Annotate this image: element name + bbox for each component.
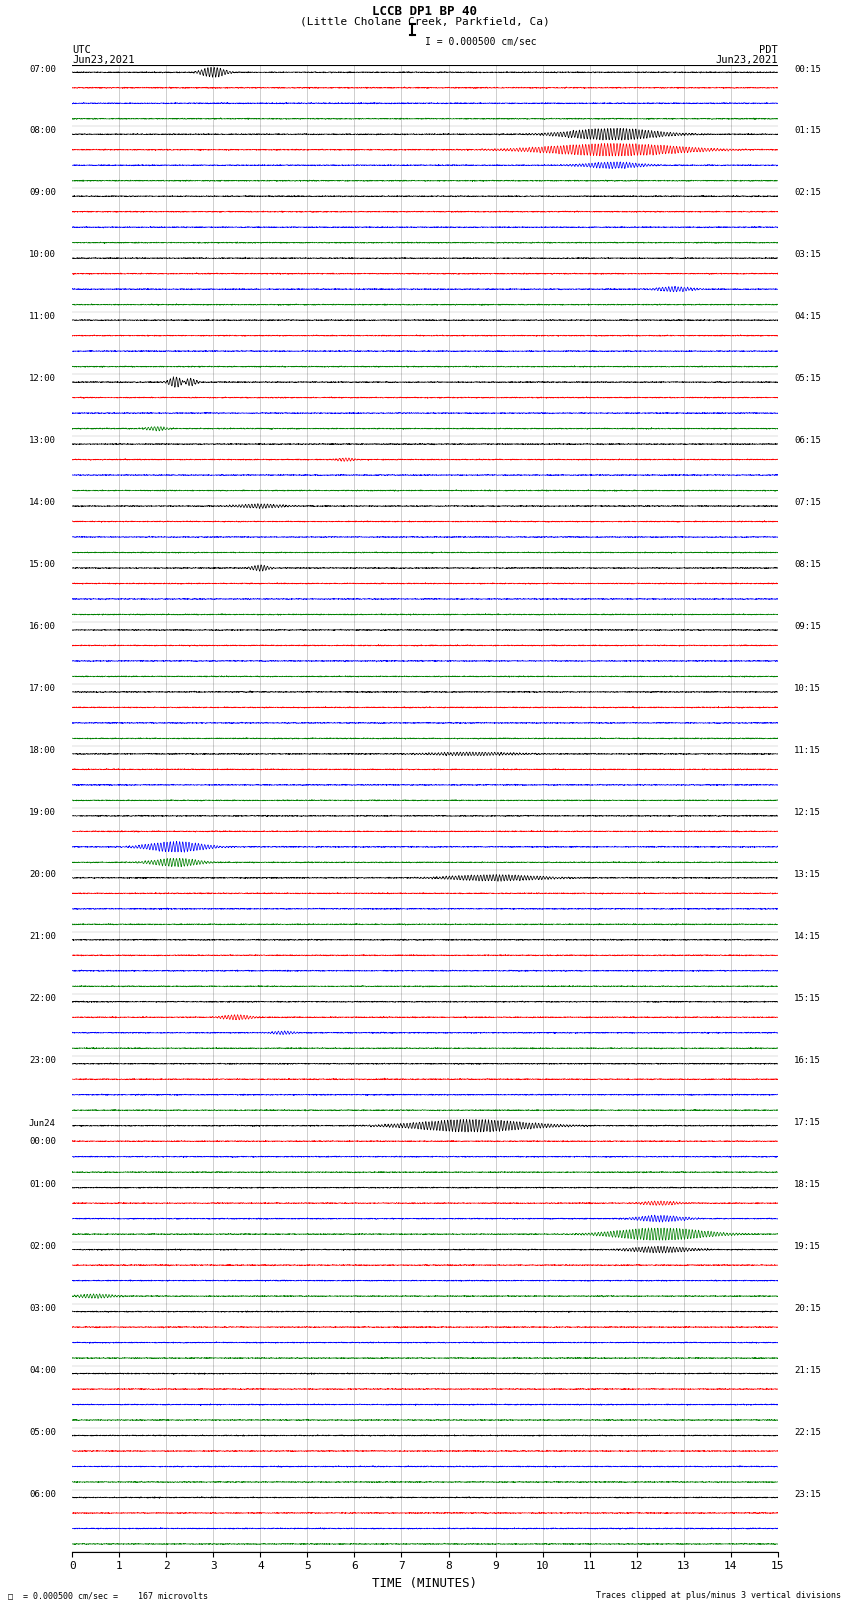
Text: 12:00: 12:00 [29, 374, 56, 384]
Text: 16:15: 16:15 [794, 1057, 821, 1065]
Text: 20:15: 20:15 [794, 1303, 821, 1313]
Text: 13:00: 13:00 [29, 436, 56, 445]
Text: 00:00: 00:00 [29, 1137, 56, 1145]
Text: 19:00: 19:00 [29, 808, 56, 818]
Text: 14:00: 14:00 [29, 498, 56, 506]
Text: 21:00: 21:00 [29, 932, 56, 940]
Text: 19:15: 19:15 [794, 1242, 821, 1250]
Text: 22:00: 22:00 [29, 994, 56, 1003]
Text: Jun23,2021: Jun23,2021 [72, 55, 135, 65]
Text: PDT: PDT [759, 45, 778, 55]
Text: 06:15: 06:15 [794, 436, 821, 445]
Text: Jun24: Jun24 [29, 1119, 56, 1129]
Text: 18:15: 18:15 [794, 1181, 821, 1189]
Text: 05:00: 05:00 [29, 1428, 56, 1437]
Text: 15:15: 15:15 [794, 994, 821, 1003]
Text: 03:15: 03:15 [794, 250, 821, 260]
Text: 03:00: 03:00 [29, 1303, 56, 1313]
Text: I = 0.000500 cm/sec: I = 0.000500 cm/sec [425, 37, 536, 47]
Text: LCCB DP1 BP 40: LCCB DP1 BP 40 [372, 5, 478, 18]
Text: 17:15: 17:15 [794, 1118, 821, 1127]
Text: 12:15: 12:15 [794, 808, 821, 818]
Text: □  = 0.000500 cm/sec =    167 microvolts: □ = 0.000500 cm/sec = 167 microvolts [8, 1590, 208, 1600]
Text: 07:00: 07:00 [29, 65, 56, 74]
Text: 20:00: 20:00 [29, 869, 56, 879]
Text: 09:15: 09:15 [794, 623, 821, 631]
Text: Traces clipped at plus/minus 3 vertical divisions: Traces clipped at plus/minus 3 vertical … [597, 1590, 842, 1600]
Text: 07:15: 07:15 [794, 498, 821, 506]
Text: 14:15: 14:15 [794, 932, 821, 940]
Text: 11:00: 11:00 [29, 313, 56, 321]
Text: 10:15: 10:15 [794, 684, 821, 694]
X-axis label: TIME (MINUTES): TIME (MINUTES) [372, 1578, 478, 1590]
Text: 16:00: 16:00 [29, 623, 56, 631]
Text: 04:15: 04:15 [794, 313, 821, 321]
Text: Jun23,2021: Jun23,2021 [715, 55, 778, 65]
Text: 05:15: 05:15 [794, 374, 821, 384]
Text: 00:15: 00:15 [794, 65, 821, 74]
Text: 23:15: 23:15 [794, 1490, 821, 1498]
Text: 15:00: 15:00 [29, 560, 56, 569]
Text: 13:15: 13:15 [794, 869, 821, 879]
Text: 23:00: 23:00 [29, 1057, 56, 1065]
Text: 10:00: 10:00 [29, 250, 56, 260]
Text: 08:00: 08:00 [29, 126, 56, 135]
Text: (Little Cholane Creek, Parkfield, Ca): (Little Cholane Creek, Parkfield, Ca) [300, 16, 550, 26]
Text: 21:15: 21:15 [794, 1366, 821, 1374]
Text: 02:15: 02:15 [794, 189, 821, 197]
Text: 06:00: 06:00 [29, 1490, 56, 1498]
Text: 09:00: 09:00 [29, 189, 56, 197]
Text: 18:00: 18:00 [29, 747, 56, 755]
Text: 01:00: 01:00 [29, 1181, 56, 1189]
Text: 11:15: 11:15 [794, 747, 821, 755]
Text: 08:15: 08:15 [794, 560, 821, 569]
Text: 17:00: 17:00 [29, 684, 56, 694]
Text: 04:00: 04:00 [29, 1366, 56, 1374]
Text: UTC: UTC [72, 45, 91, 55]
Text: 01:15: 01:15 [794, 126, 821, 135]
Text: 22:15: 22:15 [794, 1428, 821, 1437]
Text: 02:00: 02:00 [29, 1242, 56, 1250]
